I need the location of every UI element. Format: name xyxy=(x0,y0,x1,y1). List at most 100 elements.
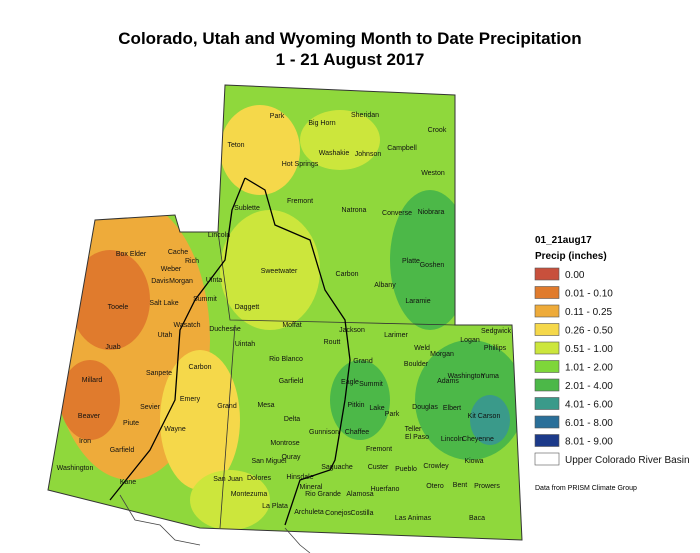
county-label: Morgan xyxy=(430,351,454,358)
county-label: Converse xyxy=(382,210,412,217)
county-label: Fremont xyxy=(287,198,313,205)
county-label: Montezuma xyxy=(231,491,268,498)
county-label: Elbert xyxy=(443,405,461,412)
county-label: Archuleta xyxy=(294,509,324,516)
county-label: Lincoln xyxy=(208,232,230,239)
county-label: Albany xyxy=(374,282,396,289)
legend-label: 0.11 - 0.25 xyxy=(565,307,613,318)
legend-subtitle: Precip (inches) xyxy=(535,251,607,262)
county-label: Baca xyxy=(469,515,485,522)
legend-label: 0.51 - 1.00 xyxy=(565,344,613,355)
county-label: Crowley xyxy=(423,463,449,470)
county-label: Teller xyxy=(405,426,422,433)
county-label: Bent xyxy=(453,482,467,489)
county-label: Mesa xyxy=(257,402,274,409)
county-label: Carbon xyxy=(189,364,212,371)
county-label: Phillips xyxy=(484,345,507,352)
county-label: San Juan xyxy=(213,476,243,483)
county-label: Garfield xyxy=(279,378,304,385)
county-label: Wasatch xyxy=(174,322,201,329)
county-label: Pitkin xyxy=(347,402,364,409)
county-label: Larimer xyxy=(384,332,408,339)
county-label: Tooele xyxy=(108,304,129,311)
legend-swatch xyxy=(534,341,560,355)
county-label: Uintah xyxy=(235,341,255,348)
state-border xyxy=(217,231,456,529)
county-label: Rio Grande xyxy=(305,491,341,498)
county-label: Campbell xyxy=(387,145,417,152)
legend-swatch xyxy=(534,304,560,318)
legend-swatch xyxy=(534,452,560,466)
county-label: Sedgwick xyxy=(481,328,511,335)
county-label: Routt xyxy=(324,339,341,346)
county-label: Sevier xyxy=(140,404,161,411)
county-label: Piute xyxy=(123,420,139,427)
county-label: Eagle xyxy=(341,379,359,386)
county-label: Crook xyxy=(428,127,447,134)
subtitle: 1 - 21 August 2017 xyxy=(276,50,425,69)
county-label: Grand xyxy=(353,358,373,365)
county-label: Kiowa xyxy=(464,458,483,465)
county-label: Park xyxy=(385,411,400,418)
legend-swatch xyxy=(534,360,560,373)
county-label: Wayne xyxy=(164,426,186,433)
county-label: Jackson xyxy=(339,327,365,334)
county-label: Emery xyxy=(180,396,201,403)
county-label: Custer xyxy=(368,464,389,471)
county-label: Yuma xyxy=(481,373,499,380)
county-label: Weld xyxy=(414,345,430,352)
county-label: Kane xyxy=(120,479,136,486)
county-label: Salt Lake xyxy=(149,300,178,307)
county-label: Chaffee xyxy=(345,429,369,436)
county-label: Cache xyxy=(168,249,188,256)
county-label: Rich xyxy=(185,258,199,265)
basin-outline-extension xyxy=(119,494,311,553)
county-label: Sweetwater xyxy=(261,268,298,275)
county-label: Iron xyxy=(79,438,91,445)
legend-label: Upper Colorado River Basin xyxy=(565,455,690,466)
county-label: Moffat xyxy=(282,322,301,329)
county-label: Pueblo xyxy=(395,466,417,473)
county-label: Prowers xyxy=(474,483,500,490)
legend-swatch xyxy=(534,286,560,299)
county-label: Goshen xyxy=(420,262,445,269)
county-label: Morgan xyxy=(169,278,193,285)
legend-swatch xyxy=(534,434,560,447)
basin-outline xyxy=(109,177,351,526)
county-label: Hot Springs xyxy=(282,161,319,168)
county-label: Washington xyxy=(57,465,94,472)
county-label: Huerfano xyxy=(371,486,400,493)
legend-label: 2.01 - 4.00 xyxy=(565,381,613,392)
county-label: Boulder xyxy=(404,361,429,368)
county-label: Uinta xyxy=(206,277,222,284)
county-label: Big Horn xyxy=(308,120,335,127)
legend-label: 6.01 - 8.00 xyxy=(565,418,613,429)
county-label: Grand xyxy=(217,403,237,410)
county-label: Platte xyxy=(402,258,420,265)
county-label: Sublette xyxy=(234,205,260,212)
county-label: Montrose xyxy=(270,440,299,447)
county-label: Garfield xyxy=(110,447,135,454)
county-label: Fremont xyxy=(366,446,392,453)
county-label: Saguache xyxy=(321,464,353,471)
source-note: Data from PRISM Climate Group xyxy=(535,485,637,492)
legend-label: 0.26 - 0.50 xyxy=(565,326,613,337)
legend-swatch xyxy=(534,415,560,429)
county-label: Weston xyxy=(421,170,445,177)
county-label: Dolores xyxy=(247,475,272,482)
legend-title: 01_21aug17 xyxy=(535,235,592,246)
county-label: Utah xyxy=(158,332,173,339)
county-label: Juab xyxy=(105,344,120,351)
legend-label: 1.01 - 2.00 xyxy=(565,363,613,374)
county-label: Millard xyxy=(82,377,103,384)
county-label: Rio Blanco xyxy=(269,356,303,363)
county-label: Weber xyxy=(161,266,182,273)
state-outline xyxy=(47,84,523,541)
county-label: Conejos xyxy=(325,510,351,517)
county-label: Mineral xyxy=(300,484,323,491)
county-label: Hinsdale xyxy=(286,474,313,481)
legend-label: 4.01 - 6.00 xyxy=(565,400,613,411)
county-label: Teton xyxy=(227,142,244,149)
county-label: Washakie xyxy=(319,150,350,157)
county-label: San Miguel xyxy=(251,458,286,465)
